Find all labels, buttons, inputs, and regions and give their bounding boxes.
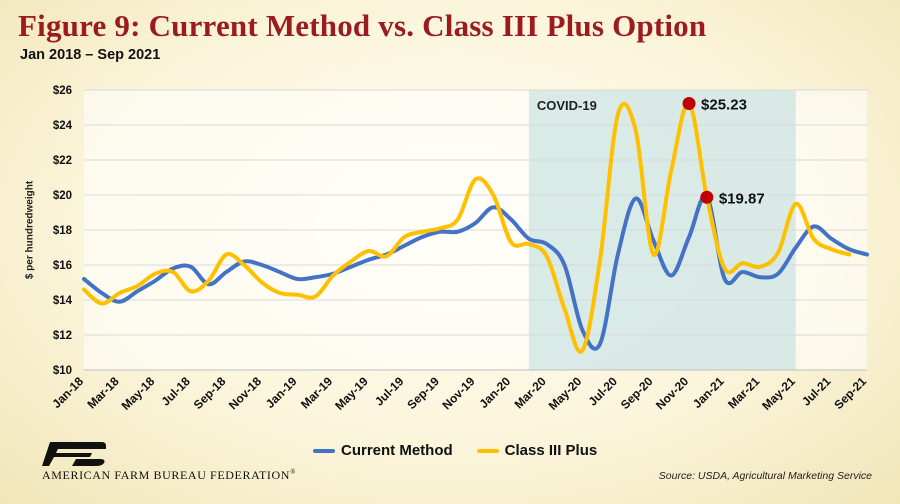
y-tick-label: $10 (53, 365, 72, 377)
y-tick-label: $24 (53, 120, 73, 132)
x-tick-label: Sep-21 (831, 374, 869, 412)
source-note: Source: USDA, Agricultural Marketing Ser… (658, 470, 872, 482)
legend-swatch-class3plus (476, 448, 499, 453)
x-tick-label: Jan-19 (263, 374, 300, 411)
legend-label-current: Current Method (341, 442, 453, 459)
x-tick-label: May-21 (759, 374, 798, 413)
y-tick-label: $18 (53, 225, 73, 237)
x-tick-label: May-20 (546, 374, 585, 413)
y-tick-label: $16 (53, 260, 72, 272)
x-tick-label: Mar-19 (298, 374, 335, 411)
peak-marker (682, 96, 696, 110)
legend-swatch-current (313, 448, 335, 453)
x-tick-label: Jul-18 (158, 374, 193, 409)
x-tick-label: Mar-18 (84, 374, 121, 411)
org-name-text: American Farm Bureau Federation (42, 468, 291, 482)
y-tick-label: $12 (53, 330, 72, 342)
x-tick-label: Sep-20 (618, 374, 656, 412)
x-tick-label: Jul-20 (586, 374, 621, 409)
series-line-current-method (82, 193, 869, 351)
covid-band-label: COVID-19 (537, 98, 597, 113)
x-tick-label: May-19 (332, 374, 371, 413)
chart-title: Figure 9: Current Method vs. Class III P… (18, 8, 707, 43)
chart-subtitle: Jan 2018 – Sep 2021 (20, 47, 161, 63)
x-tick-label: Jul-19 (372, 374, 407, 409)
x-tick-label: Nov-18 (226, 374, 264, 412)
y-tick-label: $26 (53, 85, 72, 97)
legend-item-current: Current Method (313, 442, 453, 459)
x-tick-label: Nov-20 (653, 374, 691, 412)
x-tick-label: Sep-19 (404, 374, 442, 412)
legend-item-class3plus: Class III Plus (476, 442, 598, 459)
x-tick-label: Jan-18 (49, 374, 86, 411)
peak-label: $19.87 (719, 190, 765, 207)
y-tick-label: $14 (53, 295, 73, 307)
x-tick-label: Jan-21 (690, 374, 727, 411)
legend-label-class3plus: Class III Plus (504, 442, 598, 459)
peak-label: $25.23 (701, 96, 747, 113)
series-line-class-iii-plus (82, 101, 852, 354)
legend: Current Method Class III Plus (313, 442, 597, 459)
org-name: American Farm Bureau Federation® (42, 468, 296, 483)
x-tick-label: Mar-20 (512, 374, 549, 411)
peak-marker (700, 190, 714, 204)
x-tick-label: Mar-21 (725, 374, 762, 411)
afbf-logo-icon (42, 442, 106, 466)
x-tick-label: Nov-19 (439, 374, 477, 412)
x-tick-label: Sep-18 (191, 374, 229, 412)
registered-mark: ® (290, 468, 296, 476)
x-tick-label: May-18 (119, 374, 158, 413)
line-chart: COVID-19 $10 $12 $14 $16 $18 $20 $22 $24 $26 Jan-1… (49, 85, 869, 413)
y-axis-label: $ per hundredweight (24, 180, 36, 280)
x-tick-label: Jul-21 (799, 374, 834, 409)
y-tick-label: $20 (53, 190, 72, 202)
y-tick-label: $22 (53, 155, 72, 167)
x-tick-label: Jan-20 (476, 374, 513, 411)
